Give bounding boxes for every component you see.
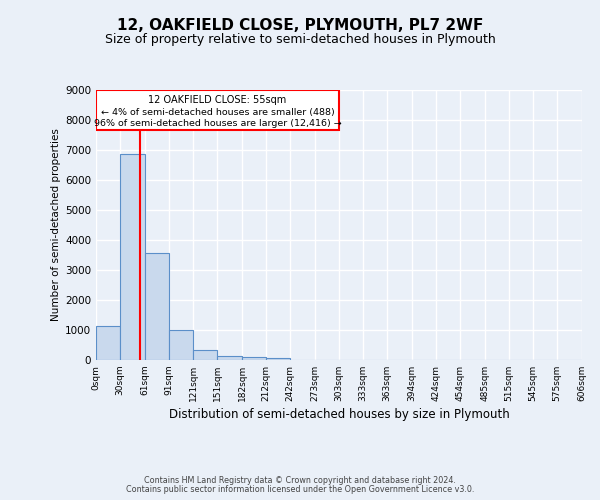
Text: Size of property relative to semi-detached houses in Plymouth: Size of property relative to semi-detach… [104,32,496,46]
Bar [193,350,217,360]
X-axis label: Distribution of semi-detached houses by size in Plymouth: Distribution of semi-detached houses by … [169,408,509,421]
Text: ← 4% of semi-detached houses are smaller (488): ← 4% of semi-detached houses are smaller… [101,108,334,117]
Text: Contains public sector information licensed under the Open Government Licence v3: Contains public sector information licen… [126,485,474,494]
Bar [145,253,169,360]
Bar [96,326,120,360]
Y-axis label: Number of semi-detached properties: Number of semi-detached properties [51,128,61,322]
Text: Contains HM Land Registry data © Crown copyright and database right 2024.: Contains HM Land Registry data © Crown c… [144,476,456,485]
Bar [120,154,145,360]
Text: 12 OAKFIELD CLOSE: 55sqm: 12 OAKFIELD CLOSE: 55sqm [148,95,287,105]
Text: 96% of semi-detached houses are larger (12,416) →: 96% of semi-detached houses are larger (… [94,119,341,128]
Text: 12, OAKFIELD CLOSE, PLYMOUTH, PL7 2WF: 12, OAKFIELD CLOSE, PLYMOUTH, PL7 2WF [117,18,483,32]
Bar [217,356,242,360]
FancyBboxPatch shape [96,90,339,130]
Bar [169,330,193,360]
Bar [242,358,266,360]
Bar [266,358,290,360]
